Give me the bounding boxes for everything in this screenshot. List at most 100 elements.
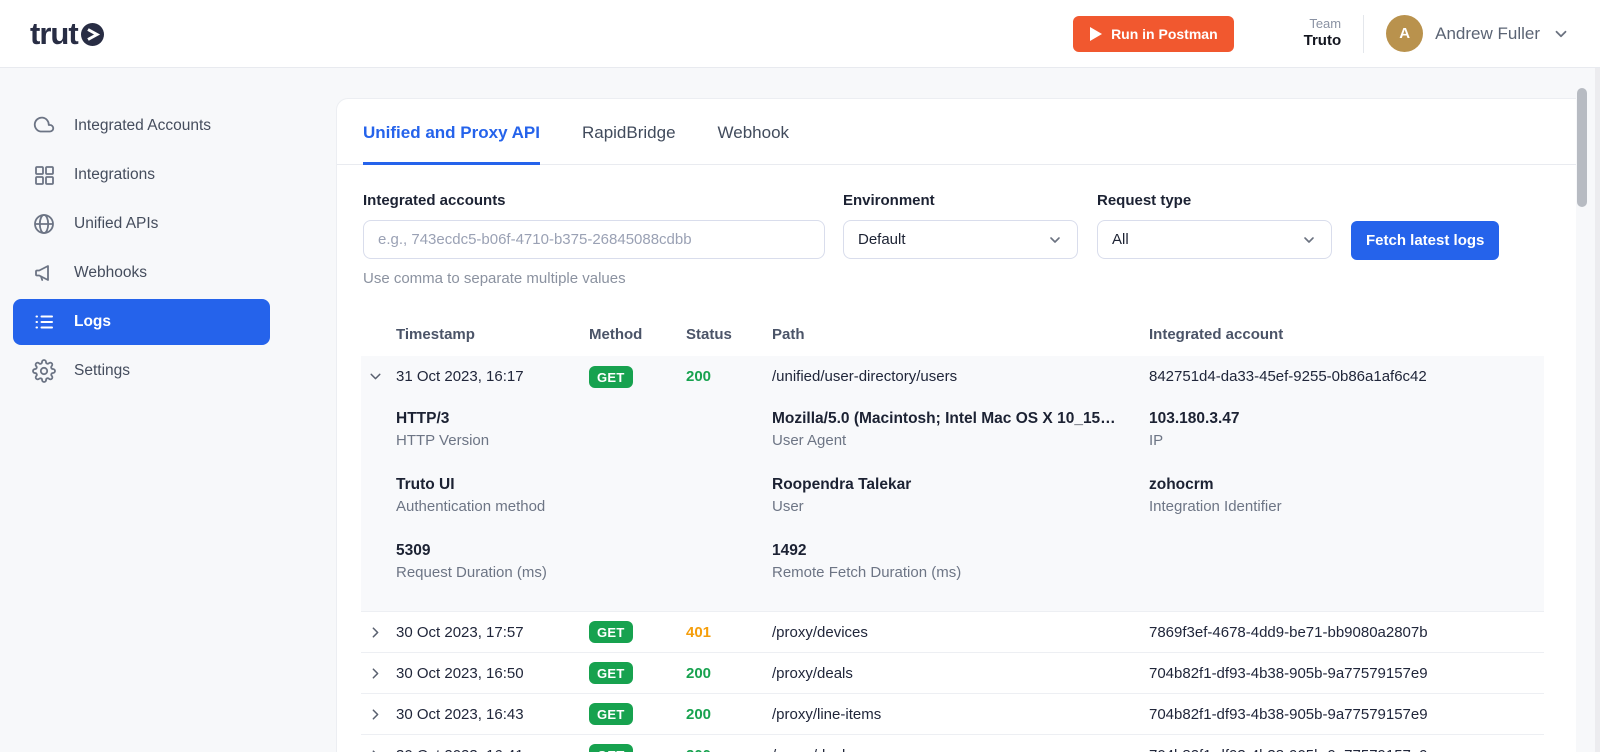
cell-timestamp: 30 Oct 2023, 16:50 (396, 664, 524, 682)
col-header-timestamp: Timestamp (396, 325, 475, 343)
detail-label: Remote Fetch Duration (ms) (772, 564, 962, 581)
user-name: Andrew Fuller (1435, 23, 1540, 43)
detail-value: Mozilla/5.0 (Macintosh; Intel Mac OS X 1… (772, 410, 1116, 427)
expand-chevron-icon[interactable] (361, 665, 396, 682)
detail-label: User (772, 498, 804, 515)
request-type-value: All (1112, 231, 1129, 248)
globe-icon (32, 212, 56, 236)
cell-integrated-account: 704b82f1-df93-4b38-905b-9a77579157e9 (1149, 664, 1428, 682)
table-row[interactable]: 31 Oct 2023, 16:17 GET 200 /unified/user… (361, 356, 1544, 397)
tab-rapidbridge[interactable]: RapidBridge (581, 123, 676, 142)
sidebar-item-label: Settings (74, 362, 131, 379)
sidebar-item-integrations[interactable]: Integrations (13, 152, 270, 198)
request-type-select[interactable]: All (1097, 220, 1332, 259)
cell-path: /unified/user-directory/users (772, 368, 958, 385)
cell-integrated-account: 842751d4-da33-45ef-9255-0b86a1af6c42 (1149, 368, 1427, 385)
col-header-method: Method (589, 325, 643, 343)
cell-integrated-account: 7869f3ef-4678-4dd9-be71-bb9080a2807b (1149, 623, 1428, 641)
sidebar-item-label: Integrations (74, 166, 155, 183)
detail-value: HTTP/3 (396, 410, 450, 427)
detail-label: Authentication method (396, 498, 546, 515)
cell-status: 401 (686, 623, 712, 641)
logo-text: trut (30, 15, 79, 51)
sidebar-item-settings[interactable]: Settings (13, 348, 270, 394)
col-header-integrated-account: Integrated account (1149, 325, 1284, 343)
integrated-accounts-input[interactable] (363, 220, 825, 259)
sidebar-item-label: Webhooks (74, 264, 147, 281)
detail-label: User Agent (772, 432, 847, 449)
detail-label: Request Duration (ms) (396, 564, 547, 581)
avatar: A (1386, 15, 1424, 52)
request-type-label: Request type (1097, 192, 1192, 209)
table-row[interactable]: 30 Oct 2023, 17:57 GET 401 /proxy/device… (361, 611, 1544, 652)
detail-label: IP (1149, 432, 1164, 449)
logo-mark-icon (79, 20, 106, 47)
cell-path: /proxy/line-items (772, 705, 882, 723)
detail-label: Integration Identifier (1149, 498, 1282, 515)
detail-value: 103.180.3.47 (1149, 410, 1240, 427)
header-divider (1363, 14, 1365, 53)
cell-timestamp: 30 Oct 2023, 16:41 (396, 747, 589, 752)
filters-row: Integrated accounts Use comma to separat… (337, 165, 1576, 287)
log-row-expanded: 31 Oct 2023, 16:17 GET 200 /unified/user… (361, 356, 1544, 611)
cell-timestamp: 30 Oct 2023, 16:43 (396, 705, 524, 723)
chevron-down-icon (1301, 232, 1317, 248)
cell-integrated-account: 704b82f1-df93-4b38-905b-9a77579157e9 (1149, 705, 1428, 723)
method-badge: GET (589, 621, 633, 643)
detail-value: 1492 (772, 542, 807, 559)
list-icon (32, 310, 56, 334)
method-badge: GET (589, 744, 633, 752)
detail-label: HTTP Version (396, 432, 490, 449)
tab-webhook[interactable]: Webhook (717, 123, 790, 142)
method-badge: GET (589, 703, 633, 725)
expand-chevron-icon[interactable] (361, 706, 396, 723)
chevron-down-icon (1047, 232, 1063, 248)
cell-status: 200 (686, 368, 712, 385)
grid-icon (32, 163, 56, 187)
truto-logo: trut (30, 16, 106, 52)
sidebar-item-unified-apis[interactable]: Unified APIs (13, 201, 270, 247)
play-icon (1089, 26, 1103, 41)
sidebar-item-logs[interactable]: Logs (13, 299, 270, 345)
integrated-accounts-label: Integrated accounts (363, 192, 506, 209)
cell-timestamp: 30 Oct 2023, 17:57 (396, 623, 524, 641)
environment-value: Default (858, 231, 906, 248)
fetch-latest-logs-button[interactable]: Fetch latest logs (1351, 221, 1500, 260)
user-menu[interactable]: A Andrew Fuller (1386, 15, 1570, 52)
top-bar: trut Run in Postman Team Truto A Andrew … (0, 0, 1600, 68)
chevron-down-icon (1552, 25, 1570, 43)
detail-value: Truto UI (396, 476, 455, 493)
megaphone-icon (32, 261, 56, 285)
cell-timestamp: 31 Oct 2023, 16:17 (396, 368, 524, 385)
collapse-chevron-icon[interactable] (361, 368, 396, 385)
detail-value: zohocrm (1149, 476, 1214, 493)
integrated-accounts-helper: Use comma to separate multiple values (363, 270, 626, 287)
sidebar-item-webhooks[interactable]: Webhooks (13, 250, 270, 296)
cell-status: 200 (686, 747, 772, 752)
cell-path: /proxy/devices (772, 623, 868, 641)
vertical-scrollbar[interactable] (1577, 88, 1587, 207)
team-switcher[interactable]: Team Truto (1304, 16, 1342, 51)
col-header-path: Path (772, 325, 805, 343)
run-in-postman-button[interactable]: Run in Postman (1073, 15, 1234, 52)
table-header-row: Timestamp Method Status Path Integrated … (361, 312, 1544, 356)
cell-path: /proxy/deals (772, 664, 853, 682)
tab-unified-and-proxy-api[interactable]: Unified and Proxy API (363, 123, 540, 165)
cloud-icon (32, 114, 56, 138)
team-label: Team (1309, 16, 1342, 31)
table-row[interactable]: 30 Oct 2023, 16:43 GET 200 /proxy/line-i… (361, 693, 1544, 734)
table-row[interactable]: 30 Oct 2023, 16:50 GET 200 /proxy/deals … (361, 652, 1544, 693)
environment-select[interactable]: Default (843, 220, 1078, 259)
main-panel: Unified and Proxy API RapidBridge Webhoo… (336, 98, 1576, 752)
cell-status: 200 (686, 705, 712, 723)
col-header-status: Status (686, 325, 732, 343)
expand-chevron-icon[interactable] (361, 747, 396, 752)
window-edge (1595, 68, 1600, 752)
sidebar: Integrated Accounts Integrations Unified… (0, 68, 336, 752)
cell-path: /proxy/deals (772, 747, 1149, 752)
sidebar-item-integrated-accounts[interactable]: Integrated Accounts (13, 103, 270, 149)
table-row[interactable]: 30 Oct 2023, 16:41 GET 200 /proxy/deals … (361, 734, 1544, 752)
tab-bar: Unified and Proxy API RapidBridge Webhoo… (337, 123, 1576, 165)
expand-chevron-icon[interactable] (361, 624, 396, 641)
cell-status: 200 (686, 664, 712, 682)
